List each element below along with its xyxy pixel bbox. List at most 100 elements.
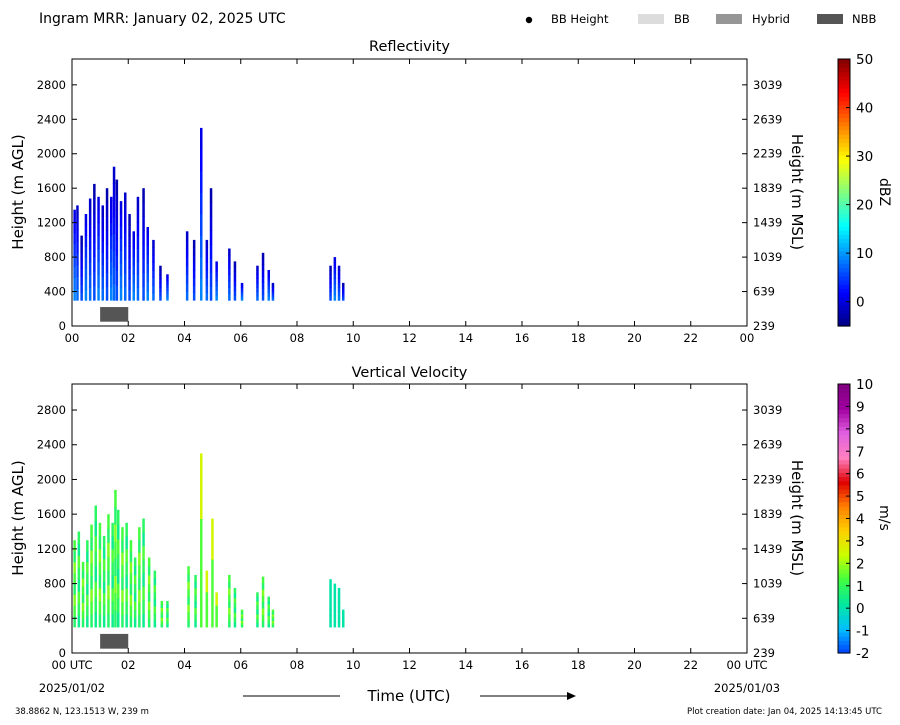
vertical-velocity-colorbar-step (838, 417, 850, 423)
vertical-velocity-echo-cell (329, 591, 332, 598)
vertical-velocity-right-axis-label: Height (m MSL) (788, 460, 806, 576)
reflectivity-echo-cell (136, 287, 140, 301)
vertical-velocity-echo-cell (73, 572, 76, 584)
reflectivity-echo-column (329, 265, 332, 301)
reflectivity-echo-cell (124, 219, 127, 234)
vertical-velocity-echo-cell (233, 587, 237, 594)
reflectivity-echo-cell (233, 266, 237, 272)
vertical-velocity-echo-cell (98, 561, 102, 576)
vertical-velocity-colorbar-tick-label: 8 (856, 422, 865, 438)
reflectivity-colorbar-step (838, 300, 850, 306)
reflectivity-echo-column (342, 282, 345, 301)
vertical-velocity-colorbar-step (838, 531, 850, 536)
reflectivity-echo-cell (192, 239, 196, 248)
reflectivity-echo-cell (112, 183, 116, 201)
vertical-velocity-echo-cell (329, 609, 332, 616)
vertical-velocity-echo-cell (200, 561, 203, 585)
reflectivity-echo-column (101, 205, 104, 301)
reflectivity-echo-cell (159, 287, 162, 292)
vertical-velocity-echo-cell (166, 620, 169, 625)
vertical-velocity-echo-cell (267, 615, 270, 620)
reflectivity-colorbar-step (838, 79, 850, 85)
reflectivity-colorbar-frame (837, 58, 851, 327)
reflectivity-colorbar-step (838, 188, 850, 194)
reflectivity-echo-cell (205, 277, 209, 286)
vertical-velocity-echo-cell (333, 583, 337, 590)
reflectivity-echo-cell (73, 221, 76, 233)
reflectivity-x-tick-label: 00 (65, 331, 80, 345)
vertical-velocity-echo-cell (129, 616, 133, 628)
reflectivity-echo-cell (110, 248, 113, 262)
reflectivity-colorbar-step (838, 205, 850, 210)
vertical-velocity-echo-cell (267, 596, 270, 601)
reflectivity-echo-cell (228, 293, 231, 301)
reflectivity-echo-cell (166, 284, 169, 288)
vertical-velocity-echo-cell (147, 592, 151, 602)
vertical-velocity-colorbar-step (838, 480, 850, 486)
reflectivity-echo-cell (166, 287, 169, 291)
vertical-velocity-echo-column (228, 574, 231, 628)
reflectivity-echo-cell (124, 232, 127, 247)
vertical-velocity-echo-column (125, 522, 128, 628)
vertical-velocity-echo-cell (333, 616, 337, 622)
vertical-velocity-echo-cell (261, 620, 265, 628)
nbb-legend-swatch (817, 14, 843, 24)
time-axis-arrow: Time (UTC) (243, 687, 576, 705)
reflectivity-echo-cell (159, 274, 162, 280)
vertical-velocity-colorbar-step (838, 556, 850, 562)
vertical-velocity-echo-cell (153, 598, 157, 607)
vertical-velocity-echo-cell (111, 535, 114, 550)
reflectivity-echo-column (76, 205, 79, 301)
vertical-velocity-echo-cell (117, 583, 120, 599)
vertical-velocity-echo-cell (77, 579, 81, 592)
reflectivity-colorbar-step (838, 288, 850, 294)
vertical-velocity-echo-column (342, 609, 345, 628)
reflectivity-echo-cell (73, 254, 76, 267)
vertical-velocity-echo-cell (329, 597, 332, 604)
vertical-velocity-echo-column (233, 587, 237, 628)
vertical-velocity-echo-cell (194, 587, 197, 595)
vertical-velocity-echo-cell (166, 617, 169, 621)
reflectivity-colorbar-step (838, 221, 850, 227)
reflectivity-echo-cell (205, 254, 209, 263)
vertical-velocity-echo-cell (86, 594, 89, 606)
vertical-velocity-echo-column (102, 535, 106, 628)
vertical-velocity-echo-cell (90, 563, 93, 577)
reflectivity-colorbar-label: dBZ (876, 178, 892, 206)
reflectivity-echo-cell (342, 298, 345, 301)
vertical-velocity-echo-cell (187, 566, 190, 575)
reflectivity-echo-cell (228, 261, 231, 269)
reflectivity-echo-cell (205, 285, 209, 294)
reflectivity-echo-cell (76, 217, 79, 230)
reflectivity-echo-cell (329, 295, 332, 301)
vertical-velocity-echo-cell (81, 561, 85, 571)
reflectivity-echo-cell (115, 270, 119, 286)
vertical-velocity-colorbar-step (838, 640, 850, 646)
reflectivity-echo-cell (185, 248, 189, 258)
start-date-label: 2025/01/02 (39, 681, 105, 695)
vertical-velocity-echo-cell (98, 535, 102, 550)
vertical-velocity-echo-cell (187, 589, 190, 598)
vertical-velocity-echo-cell (205, 619, 209, 628)
reflectivity-echo-cell (342, 289, 345, 293)
vertical-velocity-echo-cell (125, 574, 128, 589)
vertical-velocity-y-tick-label-right: 3039 (753, 403, 782, 417)
vertical-velocity-echo-cell (267, 611, 270, 617)
vertical-velocity-colorbar-step (838, 539, 850, 545)
vertical-velocity-echo-column (205, 570, 209, 628)
nbb-legend-label: NBB (852, 12, 876, 26)
reflectivity-echo-cell (256, 287, 259, 292)
vertical-velocity-colorbar-tick-label: 3 (856, 534, 865, 550)
vertical-velocity-echo-cell (337, 587, 341, 594)
reflectivity-echo-cell (261, 252, 265, 260)
vertical-velocity-y-tick-label-right: 1439 (753, 542, 782, 556)
reflectivity-echo-cell (88, 223, 92, 238)
reflectivity-y-tick-label-right: 1039 (753, 250, 782, 264)
vertical-velocity-echo-cell (147, 618, 151, 628)
vertical-velocity-echo-cell (77, 531, 81, 544)
reflectivity-echo-cell (136, 222, 140, 236)
vertical-velocity-echo-cell (215, 622, 218, 628)
vertical-velocity-echo-cell (200, 540, 203, 563)
reflectivity-colorbar-step (838, 213, 850, 219)
vertical-velocity-echo-cell (194, 620, 197, 628)
